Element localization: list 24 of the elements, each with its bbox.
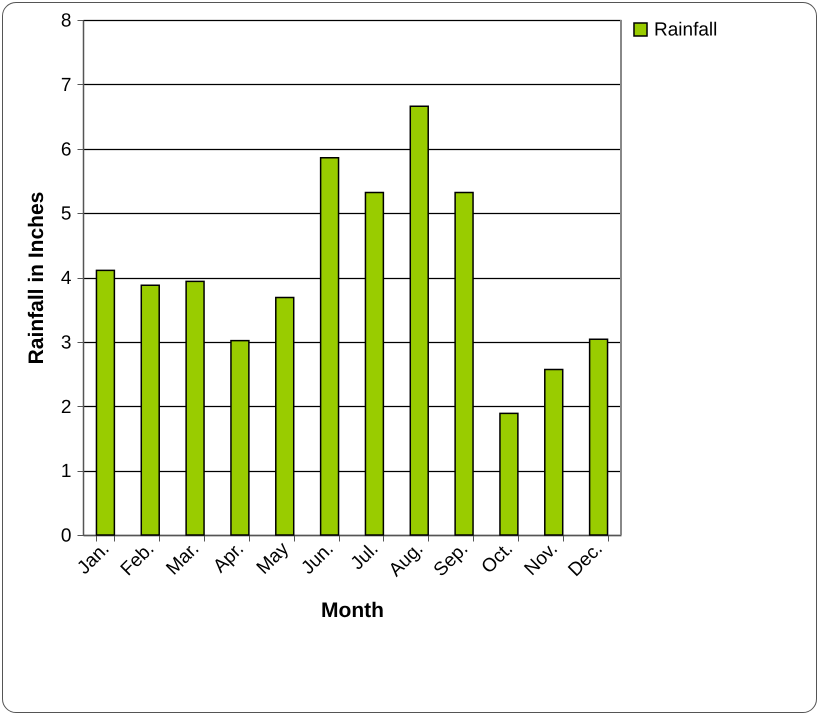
y-tick-label: 1	[60, 461, 72, 482]
x-tick-label: Oct.	[478, 538, 518, 578]
legend-label: Rainfall	[654, 20, 718, 40]
y-tick-label: 5	[60, 204, 72, 225]
x-tick-label: May	[252, 538, 294, 579]
x-tick-label: Sep.	[430, 538, 472, 581]
y-tick-label: 6	[60, 139, 72, 160]
y-tick-label: 8	[60, 10, 72, 32]
x-tick-label: Apr.	[209, 538, 248, 578]
x-tick-label: Aug.	[385, 538, 428, 581]
x-tick-label: Dec.	[564, 538, 607, 581]
y-tick-label: 7	[60, 74, 72, 96]
x-tick-label: Mar.	[162, 538, 204, 580]
x-tick-label: Nov.	[520, 538, 562, 580]
x-tick-label: Jul.	[346, 538, 383, 574]
x-tick-label: Jan.	[73, 538, 114, 579]
y-tick-label: 0	[60, 526, 72, 546]
y-tick-label: 2	[60, 396, 72, 418]
y-axis-title: Rainfall in Inches	[24, 192, 48, 364]
x-tick-label: Feb.	[116, 538, 159, 580]
y-tick-label: 3	[60, 332, 72, 354]
x-axis-title: Month	[321, 599, 384, 622]
y-tick-label: 4	[60, 268, 72, 289]
x-tick-label: Jun.	[298, 538, 338, 579]
